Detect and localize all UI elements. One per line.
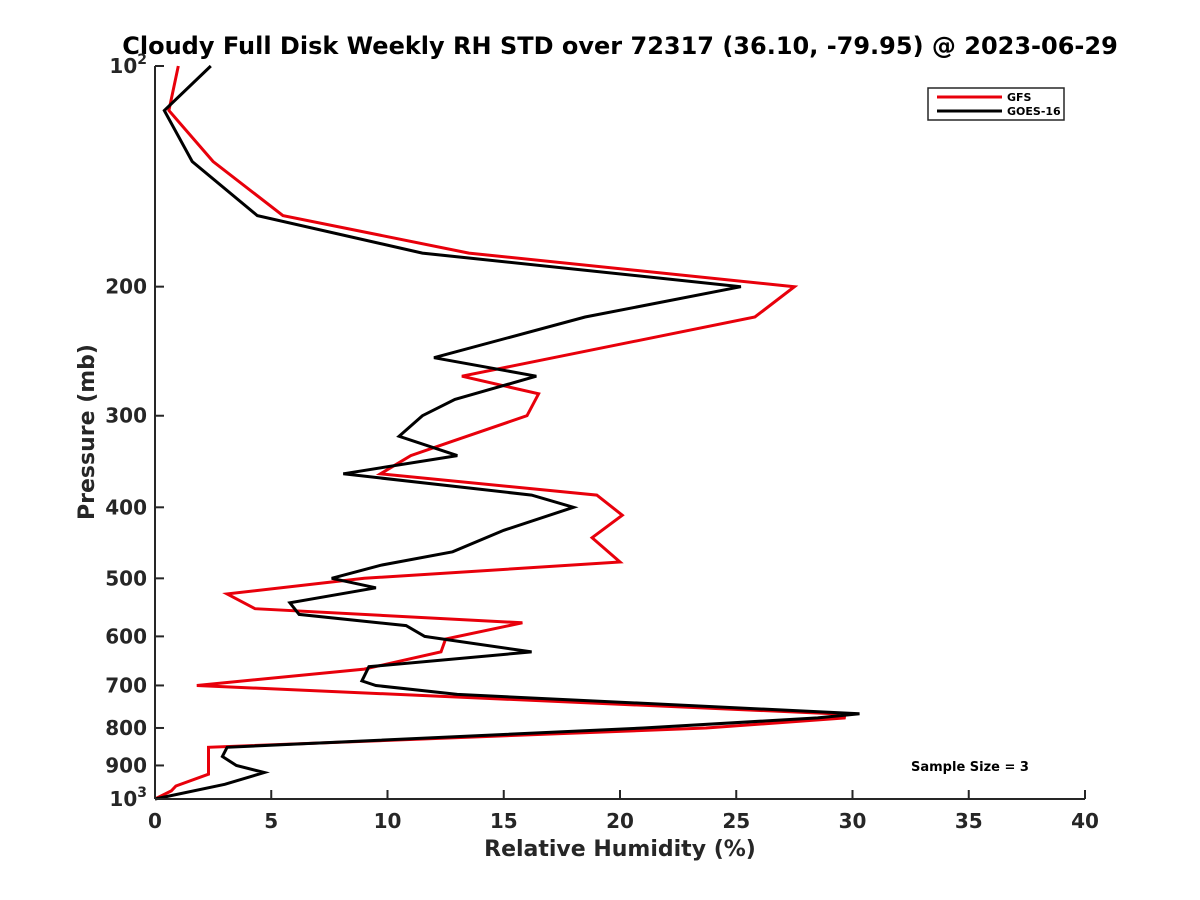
x-tick-label: 40 bbox=[1071, 809, 1099, 833]
y-tick-label: 900 bbox=[105, 753, 147, 777]
legend-label-goes16: GOES-16 bbox=[1007, 105, 1061, 118]
y-tick-label: 200 bbox=[105, 275, 147, 299]
y-tick-label: 103 bbox=[109, 785, 147, 811]
chart-title: Cloudy Full Disk Weekly RH STD over 7231… bbox=[122, 32, 1118, 60]
x-tick-label: 10 bbox=[374, 809, 402, 833]
x-tick-label: 5 bbox=[264, 809, 278, 833]
x-tick-label: 0 bbox=[148, 809, 162, 833]
y-tick-label: 500 bbox=[105, 566, 147, 590]
legend-box bbox=[927, 87, 1065, 121]
legend: GFS GOES-16 bbox=[927, 87, 1065, 121]
series-line-gfs bbox=[154, 65, 847, 801]
plot-area: 0 5 10 15 20 25 30 35 40 102 200 300 400 500 600 700 80… bbox=[105, 52, 1099, 833]
x-axis-ticks: 0 5 10 15 20 25 30 35 40 bbox=[148, 790, 1099, 833]
y-axis-label: Pressure (mb) bbox=[75, 344, 100, 520]
legend-label-gfs: GFS bbox=[1007, 91, 1032, 104]
y-tick-label: 400 bbox=[105, 495, 147, 519]
y-tick-label: 800 bbox=[105, 716, 147, 740]
y-tick-label: 700 bbox=[105, 673, 147, 697]
x-tick-label: 25 bbox=[722, 809, 750, 833]
series-line-goes16 bbox=[154, 64, 860, 801]
y-tick-label: 300 bbox=[105, 404, 147, 428]
y-axis-ticks: 102 200 300 400 500 600 700 800 900 103 bbox=[105, 52, 164, 811]
x-axis-label: Relative Humidity (%) bbox=[484, 837, 756, 862]
sample-size-annotation: Sample Size = 3 bbox=[911, 760, 1029, 775]
x-tick-label: 15 bbox=[490, 809, 518, 833]
series-layer bbox=[154, 64, 860, 801]
x-tick-label: 20 bbox=[606, 809, 634, 833]
y-tick-label: 102 bbox=[109, 52, 147, 78]
y-tick-label: 600 bbox=[105, 624, 147, 648]
x-tick-label: 30 bbox=[839, 809, 867, 833]
x-tick-label: 35 bbox=[955, 809, 983, 833]
